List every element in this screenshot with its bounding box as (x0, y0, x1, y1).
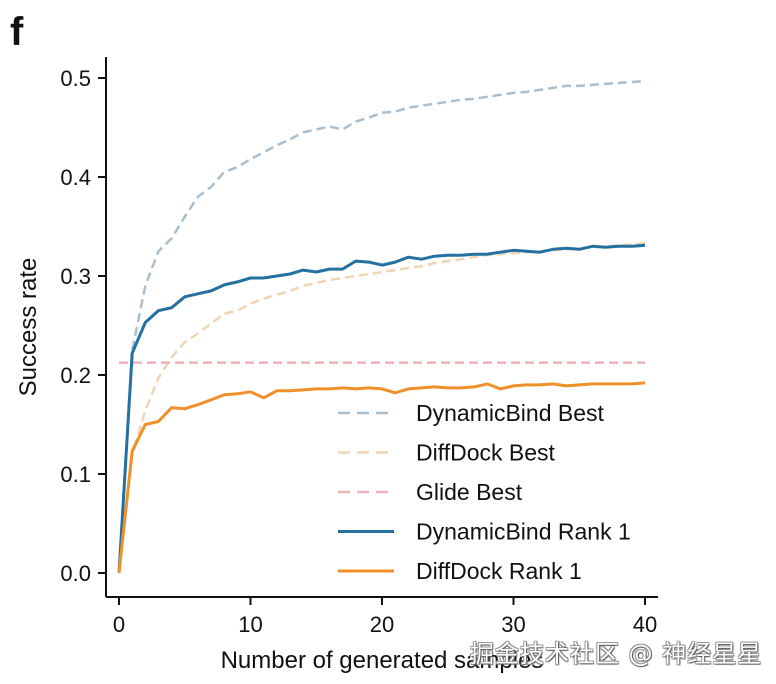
legend-label: DiffDock Rank 1 (416, 558, 582, 584)
y-ticks: 0.0 0.1 0.2 0.3 0.4 0.5 (60, 66, 106, 586)
panel-label: f (10, 10, 24, 54)
series-line-dynamicbind-rank-1 (117, 243, 646, 574)
x-tick-label: 20 (370, 612, 394, 637)
plot-lines (117, 79, 646, 574)
x-tick-label: 30 (501, 612, 525, 637)
y-tick-label: 0.5 (60, 66, 91, 91)
watermark: 掘金技术社区 @ 神经星星 (470, 640, 763, 668)
legend-label: DiffDock Best (416, 440, 556, 466)
x-axis-label: Number of generated samples (221, 647, 544, 674)
x-tick-label: 40 (633, 612, 657, 637)
y-tick-label: 0.4 (60, 165, 91, 190)
series-line-diffdock-rank-1 (117, 381, 646, 574)
legend-label: DynamicBind Best (416, 400, 605, 426)
y-tick-label: 0.1 (60, 462, 91, 487)
x-tick-label: 0 (113, 612, 125, 637)
legend-label: DynamicBind Rank 1 (416, 519, 631, 545)
legend: DynamicBind Best DiffDock Best Glide Best D… (338, 400, 631, 584)
legend-label: Glide Best (416, 479, 523, 505)
y-tick-label: 0.2 (60, 363, 91, 388)
y-tick-label: 0.0 (60, 561, 91, 586)
series-line-dynamicbind-best (117, 79, 646, 574)
x-ticks: 0 10 20 30 40 (113, 597, 657, 637)
y-tick-label: 0.3 (60, 264, 91, 289)
y-axis-label: Success rate (15, 258, 42, 397)
x-tick-label: 10 (238, 612, 262, 637)
